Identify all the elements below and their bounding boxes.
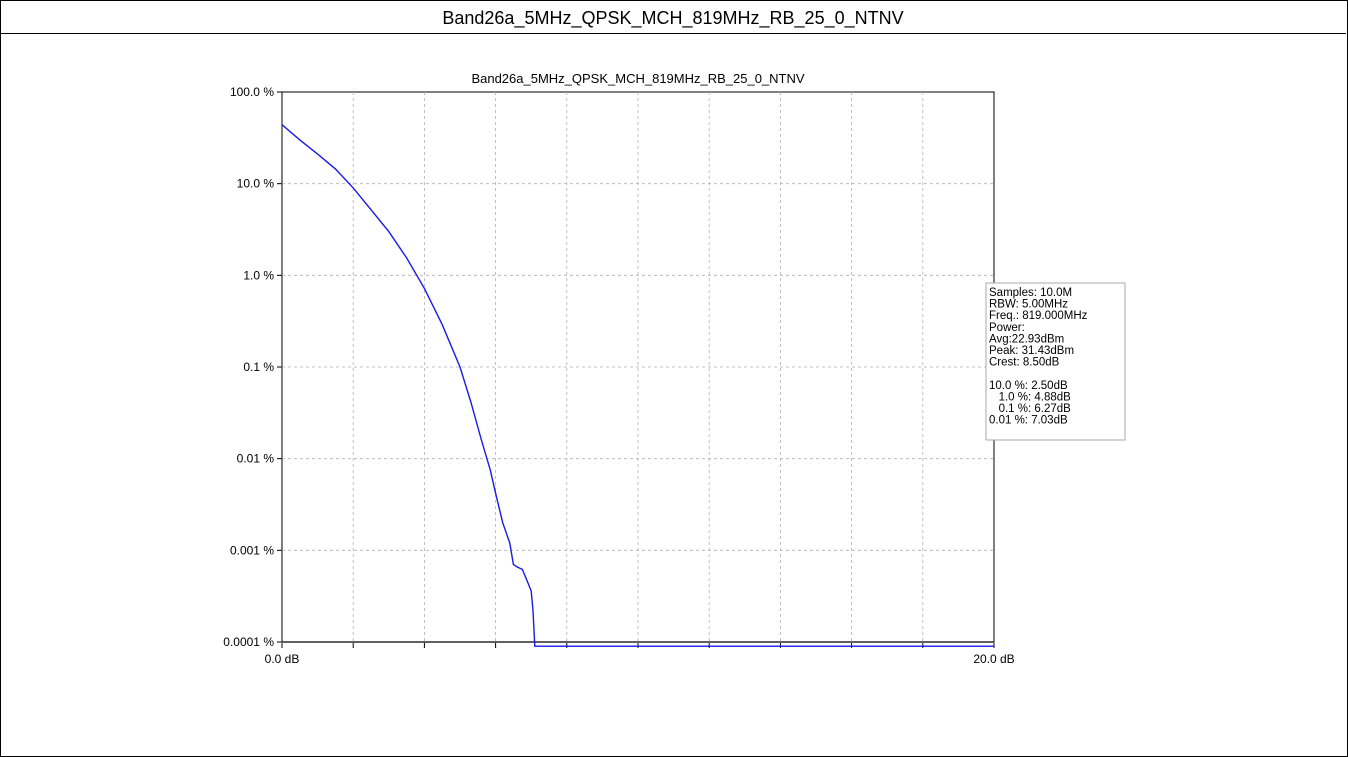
stats-legend-box: [985, 282, 1126, 441]
y-tick-label: 10.0 %: [237, 177, 275, 191]
y-tick-label: 0.01 %: [237, 452, 275, 466]
stats-legend-line: Avg:22.93dBm: [989, 333, 1064, 345]
y-tick-labels: 100.0 % 10.0 % 1.0 % 0.1 % 0.01 % 0.001 % 0.00…: [223, 85, 274, 649]
stats-legend-line: Samples: 10.0M: [989, 287, 1072, 299]
header-bar: Band26a_5MHz_QPSK_MCH_819MHz_RB_25_0_NTN…: [0, 0, 1346, 34]
y-tick-label: 0.1 %: [243, 360, 274, 374]
ccdf-curve: [281, 124, 994, 647]
stats-legend-line: 0.1 %: 6.27dB: [989, 403, 1071, 415]
stats-legend-line: Crest: 8.50dB: [989, 357, 1060, 369]
y-tick-label: 0.001 %: [230, 543, 274, 557]
x-tick-label: 20.0 dB: [973, 652, 1014, 666]
stats-legend-line: Power:: [989, 322, 1025, 334]
stats-legend-line: Peak: 31.43dBm: [989, 345, 1074, 357]
y-tick-label: 0.0001 %: [223, 635, 274, 649]
x-tick-label: 0.0 dB: [265, 652, 300, 666]
x-tick-labels: 0.0 dB 20.0 dB: [265, 652, 1015, 666]
page-title: Band26a_5MHz_QPSK_MCH_819MHz_RB_25_0_NTN…: [442, 8, 904, 28]
stats-legend-line: RBW: 5.00MHz: [989, 299, 1068, 311]
stats-legend-line: 1.0 %: 4.88dB: [989, 391, 1071, 403]
y-tick-label: 100.0 %: [230, 85, 274, 99]
stats-legend-line: Freq.: 819.000MHz: [989, 310, 1088, 322]
stats-legend-line: 0.01 %: 7.03dB: [989, 415, 1068, 427]
stats-legend-line: 10.0 %: 2.50dB: [989, 380, 1068, 392]
y-tick-label: 1.0 %: [243, 268, 274, 282]
chart-title: Band26a_5MHz_QPSK_MCH_819MHz_RB_25_0_NTN…: [471, 71, 804, 86]
grid-lines: [282, 92, 994, 642]
